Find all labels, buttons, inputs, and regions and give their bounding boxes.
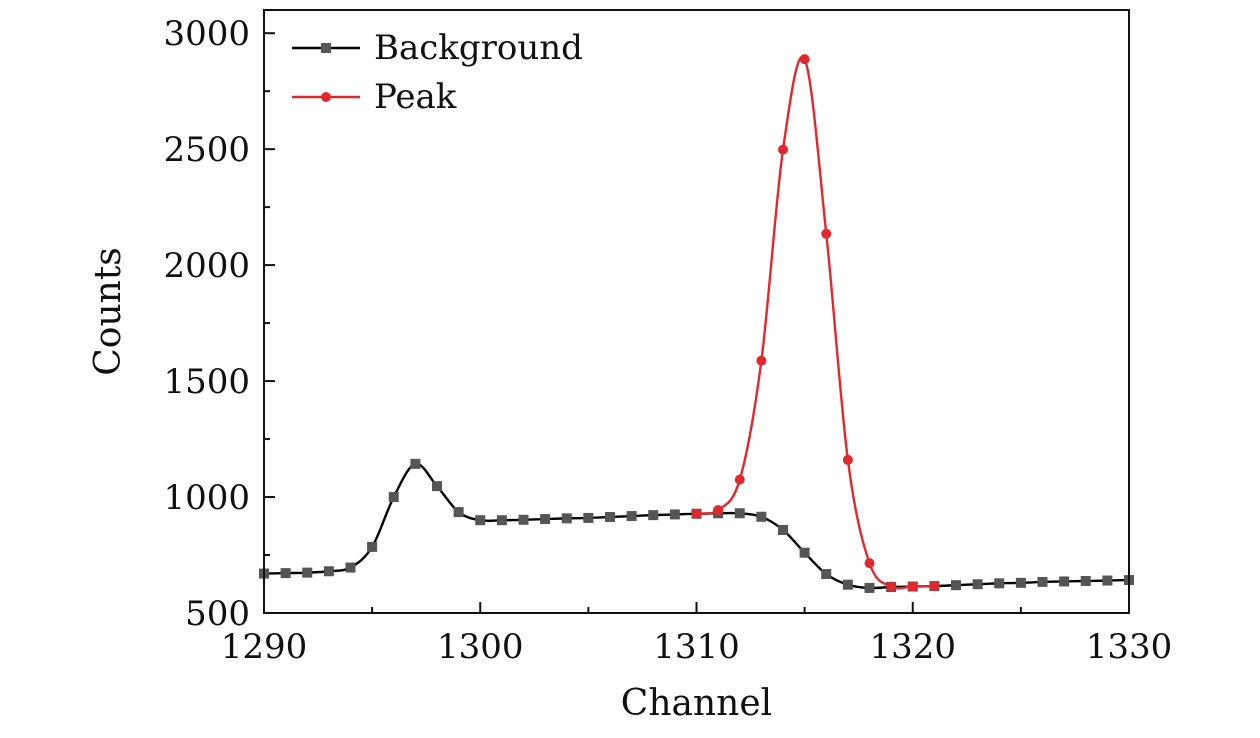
data-point-background (410, 458, 421, 469)
data-point-background (756, 511, 767, 522)
data-point-background (323, 566, 334, 577)
y-tick-label: 2500 (163, 130, 250, 170)
data-point-background (1059, 576, 1070, 587)
legend-marker-peak (321, 92, 331, 102)
data-point-background (388, 492, 399, 503)
data-point-background (972, 579, 983, 590)
data-point-background (496, 515, 507, 526)
data-point-peak (842, 454, 853, 465)
data-point-background (778, 524, 788, 535)
data-point-peak (799, 54, 810, 65)
data-point-background (583, 512, 594, 523)
series-curves (263, 55, 1130, 590)
y-tick-label: 1000 (163, 478, 250, 518)
data-point-background (345, 562, 356, 573)
data-point-background (734, 508, 745, 519)
data-point-background (475, 515, 486, 526)
x-axis-title: Channel (621, 683, 772, 724)
data-point-background (864, 582, 875, 593)
y-tick-label: 3000 (163, 14, 250, 54)
legend: Background Peak (292, 28, 583, 117)
data-point-background (605, 511, 615, 522)
data-point-background (994, 578, 1005, 589)
data-point-background (842, 579, 853, 590)
y-tick-label: 2000 (163, 246, 250, 286)
y-tick-label: 1500 (163, 362, 250, 402)
data-point-background (453, 507, 464, 518)
y-tick-labels: 500 1000 1500 2000 2500 3000 (163, 14, 250, 634)
data-point-background (648, 510, 659, 521)
x-tick-label: 1320 (869, 627, 956, 667)
data-point-background (280, 568, 291, 579)
series-line-background (263, 462, 1130, 590)
data-point-peak (756, 355, 767, 366)
axis-ticks (263, 32, 1130, 614)
data-point-background (1102, 575, 1113, 586)
data-point-background (302, 567, 313, 578)
series-line-peak (696, 55, 935, 590)
y-axis-title: Counts (88, 247, 129, 376)
x-tick-label: 1330 (1086, 627, 1173, 667)
data-point-background (799, 547, 810, 558)
x-tick-label: 1300 (437, 627, 524, 667)
data-point-background (821, 569, 832, 580)
data-point-peak (778, 144, 788, 155)
legend-label-background: Background (374, 28, 583, 68)
x-tick-labels: 1290 1300 1310 1320 1330 (221, 627, 1173, 667)
data-point-peak (886, 581, 897, 592)
data-point-background (669, 509, 680, 520)
data-point-peak (734, 474, 745, 485)
data-point-peak (864, 558, 875, 569)
data-point-peak (929, 581, 940, 592)
legend-label-peak: Peak (374, 77, 457, 117)
data-point-background (561, 513, 572, 524)
data-point-background (518, 514, 529, 525)
legend-marker-background (321, 43, 331, 53)
data-point-background (367, 541, 378, 552)
data-point-background (626, 511, 637, 522)
data-point-background (951, 580, 961, 591)
y-tick-label: 500 (185, 594, 250, 634)
data-point-peak (713, 505, 724, 516)
data-point-peak (907, 581, 918, 592)
data-point-background (432, 481, 442, 492)
data-point-peak (691, 508, 702, 519)
data-point-background (540, 514, 551, 525)
data-point-background (1037, 576, 1048, 587)
x-tick-label: 1310 (653, 627, 740, 667)
series-markers (259, 54, 1134, 593)
data-point-background (1015, 577, 1026, 588)
data-point-peak (821, 228, 832, 239)
x-tick-label: 1290 (221, 627, 308, 667)
data-point-background (1080, 575, 1091, 586)
